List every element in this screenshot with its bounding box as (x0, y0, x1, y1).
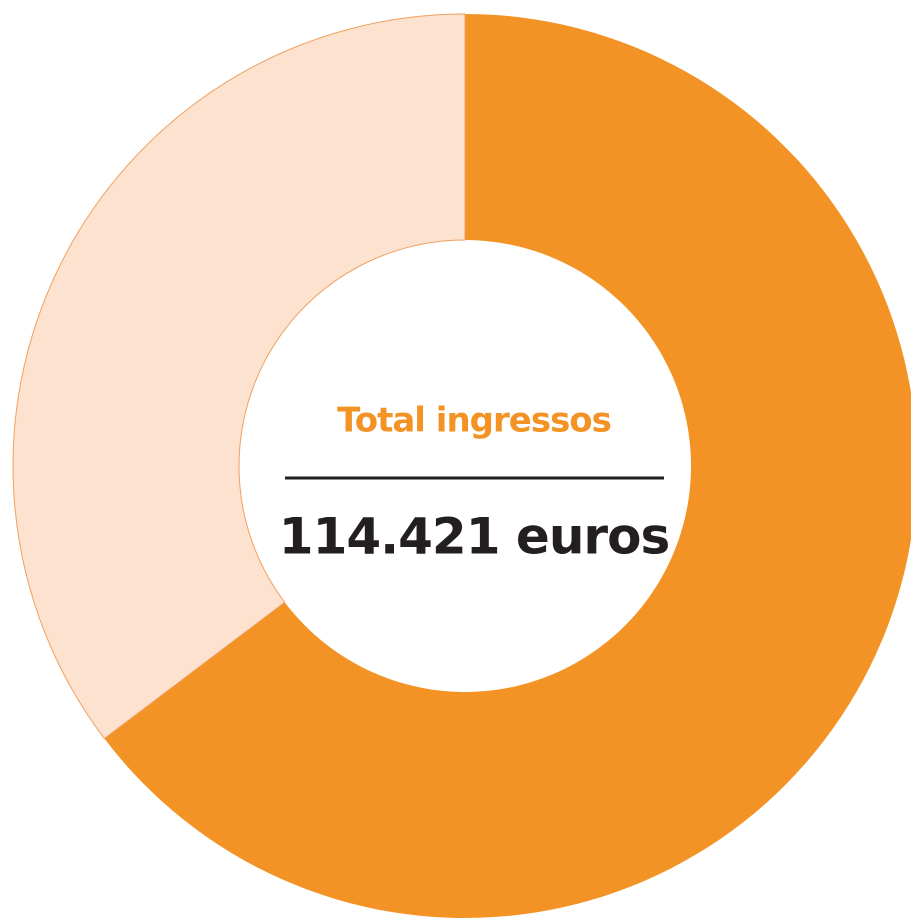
slice (12, 13, 466, 740)
slices (12, 13, 911, 918)
slice (104, 14, 911, 918)
center-title: Total ingressos (337, 401, 611, 441)
center-value: 114.421 euros (279, 508, 669, 566)
